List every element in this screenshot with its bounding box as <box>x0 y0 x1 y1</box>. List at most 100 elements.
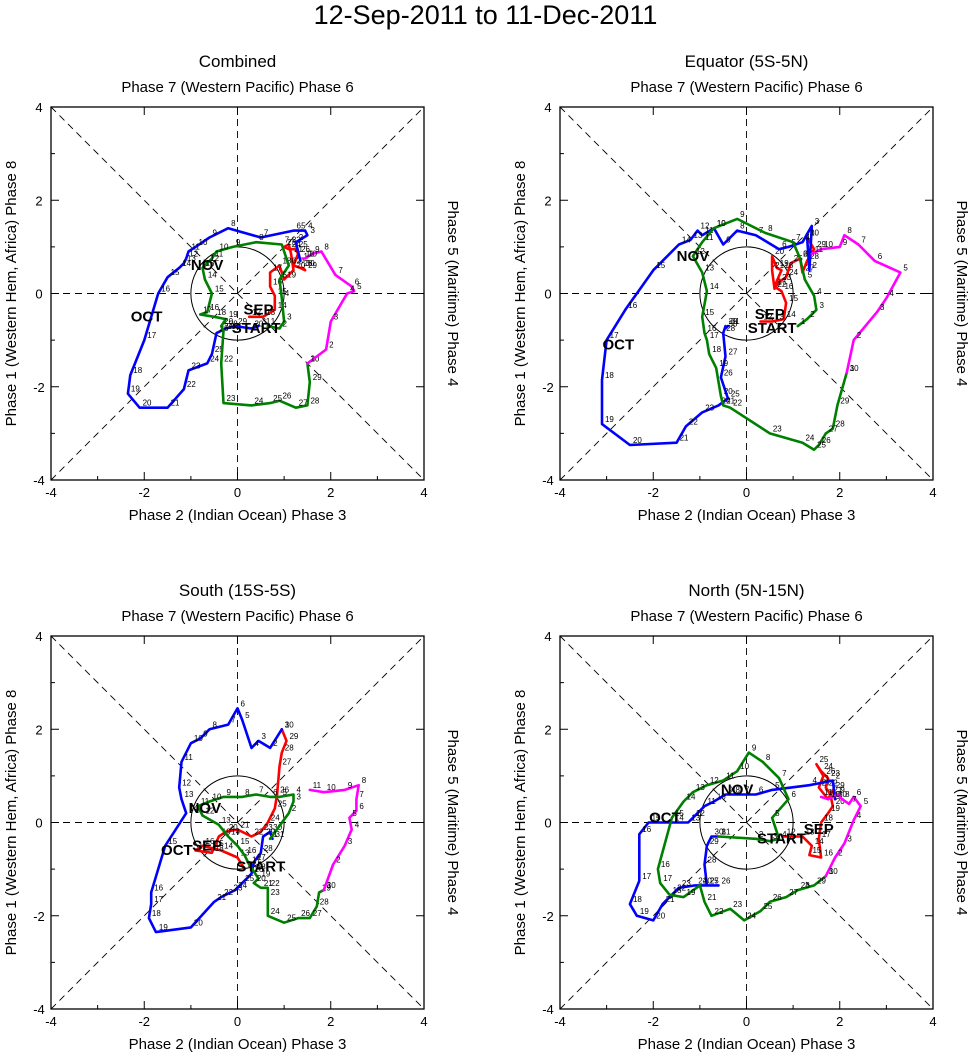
day-label: 10 <box>199 238 208 247</box>
day-label: 21 <box>227 322 236 331</box>
day-label: 17 <box>642 872 651 881</box>
day-label: 19 <box>831 804 840 813</box>
day-label: 6 <box>803 250 808 259</box>
day-label: 2 <box>273 739 278 748</box>
day-label: 21 <box>680 434 689 443</box>
day-label: 1 <box>801 317 806 326</box>
nov-label: NOV <box>191 257 224 274</box>
day-label: 25 <box>817 441 826 450</box>
day-label: 4 <box>285 289 290 298</box>
day-label: 20 <box>656 911 665 920</box>
oct-label: OCT <box>131 308 163 325</box>
day-label: 30 <box>306 259 315 268</box>
series-line-oct <box>628 779 837 922</box>
day-label: 18 <box>712 345 721 354</box>
start-label: START <box>748 320 797 337</box>
day-label: 30 <box>254 319 263 328</box>
bottom-axis-label: Phase 2 (Indian Ocean) Phase 3 <box>638 1036 856 1053</box>
day-label: 23 <box>682 879 691 888</box>
day-label: 19 <box>687 888 696 897</box>
day-label: 13 <box>705 264 714 273</box>
day-label: 9 <box>348 781 353 790</box>
day-label: 27 <box>710 876 719 885</box>
day-label: 20 <box>229 823 238 832</box>
day-label: 18 <box>633 895 642 904</box>
sep-label: SEP <box>192 837 222 854</box>
day-label: 11 <box>215 250 224 259</box>
day-label: 11 <box>201 797 210 806</box>
day-label: 10 <box>740 762 749 771</box>
day-label: 13 <box>222 816 231 825</box>
day-label: 6 <box>355 278 360 287</box>
day-label: 11 <box>824 788 833 797</box>
day-label: 16 <box>708 324 717 333</box>
unit-circle <box>699 246 794 341</box>
day-label: 31 <box>275 830 284 839</box>
y-tick-label: 2 <box>544 193 551 208</box>
right-axis-label: Phase 5 (Maritime) Phase 4 <box>444 730 461 916</box>
day-label: 5 <box>864 797 869 806</box>
day-label: 6 <box>359 802 364 811</box>
day-label: 13 <box>266 308 275 317</box>
day-label: 22 <box>292 236 301 245</box>
day-label: 8 <box>231 219 236 228</box>
day-label: 16 <box>824 848 833 857</box>
day-label: 24 <box>805 434 814 443</box>
day-label: 3 <box>296 793 301 802</box>
day-label: 13 <box>206 259 215 268</box>
day-label: 18 <box>257 862 266 871</box>
day-label: 2 <box>282 319 287 328</box>
y-tick-label: -2 <box>542 909 554 924</box>
unit-circle <box>190 775 285 870</box>
day-label: 24 <box>271 907 280 916</box>
day-label: 27 <box>299 399 308 408</box>
day-label: 15 <box>215 285 224 294</box>
day-label: 19 <box>719 359 728 368</box>
day-label: 5 <box>903 264 908 273</box>
day-label: 24 <box>238 881 247 890</box>
day-label: 1 <box>271 317 276 326</box>
day-label: 1 <box>273 830 278 839</box>
day-label: 18 <box>605 371 614 380</box>
day-label: 28 <box>801 881 810 890</box>
day-label: 18 <box>133 366 142 375</box>
day-label: 4 <box>857 811 862 820</box>
diagonal-guide <box>50 635 425 1010</box>
day-label: 12 <box>696 247 705 256</box>
day-label: 20 <box>257 874 266 883</box>
day-label: 12 <box>189 250 198 259</box>
series-line-nov <box>691 217 849 452</box>
day-label: 26 <box>220 324 229 333</box>
day-label: 16 <box>154 883 163 892</box>
day-label: 27 <box>282 758 291 767</box>
day-label: 15 <box>675 809 684 818</box>
day-label: 9 <box>213 229 218 238</box>
x-tick-label: -4 <box>554 485 566 500</box>
day-label: 12 <box>710 776 719 785</box>
day-label: 30 <box>850 364 859 373</box>
day-label: 4 <box>805 233 810 242</box>
left-axis-label: Phase 1 (Western Hem, Africa) Phase 8 <box>512 690 529 956</box>
day-label: 8 <box>259 233 264 242</box>
y-tick-label: 2 <box>544 722 551 737</box>
day-label: 14 <box>208 271 217 280</box>
y-tick-label: 0 <box>35 287 42 302</box>
day-label: 13 <box>691 814 700 823</box>
day-label: 12 <box>252 308 261 317</box>
day-label: 29 <box>710 837 719 846</box>
day-label: 29 <box>308 261 317 270</box>
day-label: 6 <box>759 786 764 795</box>
day-label: 15 <box>168 837 177 846</box>
day-label: 12 <box>763 312 772 321</box>
day-label: 1 <box>303 252 308 261</box>
day-label: 21 <box>171 399 180 408</box>
day-label: 17 <box>252 855 261 864</box>
day-label: 15 <box>171 268 180 277</box>
day-label: 30 <box>810 229 819 238</box>
day-label: 24 <box>722 396 731 405</box>
day-label: 18 <box>215 844 224 853</box>
figure-title: 12-Sep-2011 to 11-Dec-2011 <box>313 0 658 30</box>
day-label: 12 <box>182 779 191 788</box>
day-label: 28 <box>264 844 273 853</box>
day-label: 15 <box>812 846 821 855</box>
